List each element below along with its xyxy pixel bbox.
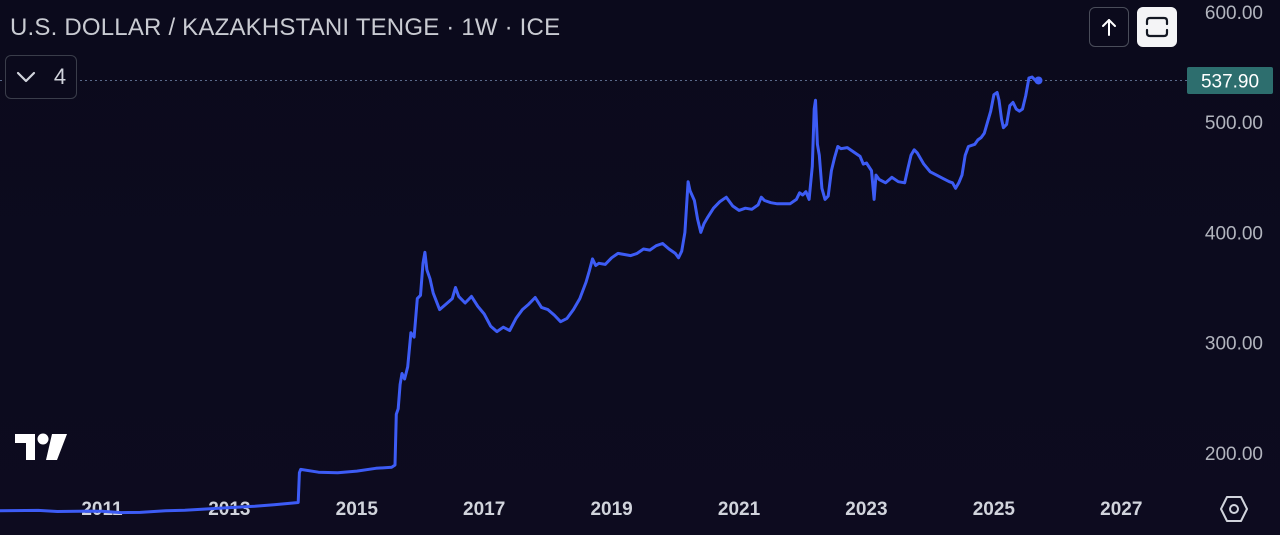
- last-price-label: 537.90: [1201, 71, 1259, 92]
- collapse-indicators-button[interactable]: 4: [5, 55, 77, 99]
- last-price-badge: 537.90: [1187, 66, 1273, 94]
- x-tick-label: 2019: [590, 499, 632, 520]
- indicator-count: 4: [53, 64, 67, 89]
- series-line: [0, 75, 1040, 515]
- y-tick-label: 600.00: [1205, 3, 1263, 24]
- x-tick-label: 2021: [718, 499, 761, 520]
- chevron-down-icon: [16, 71, 35, 83]
- y-axis: 600.00 500.00 400.00 300.00 200.00: [1205, 3, 1263, 465]
- fullscreen-icon: [1145, 16, 1169, 38]
- x-tick-label: 2013: [208, 499, 250, 520]
- scroll-up-button[interactable]: [1089, 7, 1129, 47]
- x-tick-label: 2011: [81, 499, 123, 520]
- fullscreen-button[interactable]: [1137, 7, 1177, 47]
- x-tick-label: 2025: [973, 499, 1016, 520]
- x-tick-label: 2027: [1100, 499, 1142, 520]
- chart-title: U.S. DOLLAR / KAZAKHSTANI TENGE · 1W · I…: [10, 14, 561, 41]
- x-tick-label: 2017: [463, 499, 505, 520]
- y-tick-label: 400.00: [1205, 223, 1263, 244]
- settings-hexagon-icon[interactable]: [1219, 494, 1249, 524]
- x-axis: 2011 2013 2015 2017 2019 2021 2023 2025 2027: [81, 499, 1142, 520]
- y-tick-label: 200.00: [1205, 444, 1263, 465]
- arrow-up-icon: [1102, 19, 1116, 36]
- y-tick-label: 300.00: [1205, 334, 1263, 355]
- last-point-marker: [1034, 76, 1043, 85]
- x-tick-label: 2023: [845, 499, 887, 520]
- x-tick-label: 2015: [336, 499, 379, 520]
- tradingview-logo-icon[interactable]: [13, 432, 69, 462]
- y-tick-label: 500.00: [1205, 113, 1263, 134]
